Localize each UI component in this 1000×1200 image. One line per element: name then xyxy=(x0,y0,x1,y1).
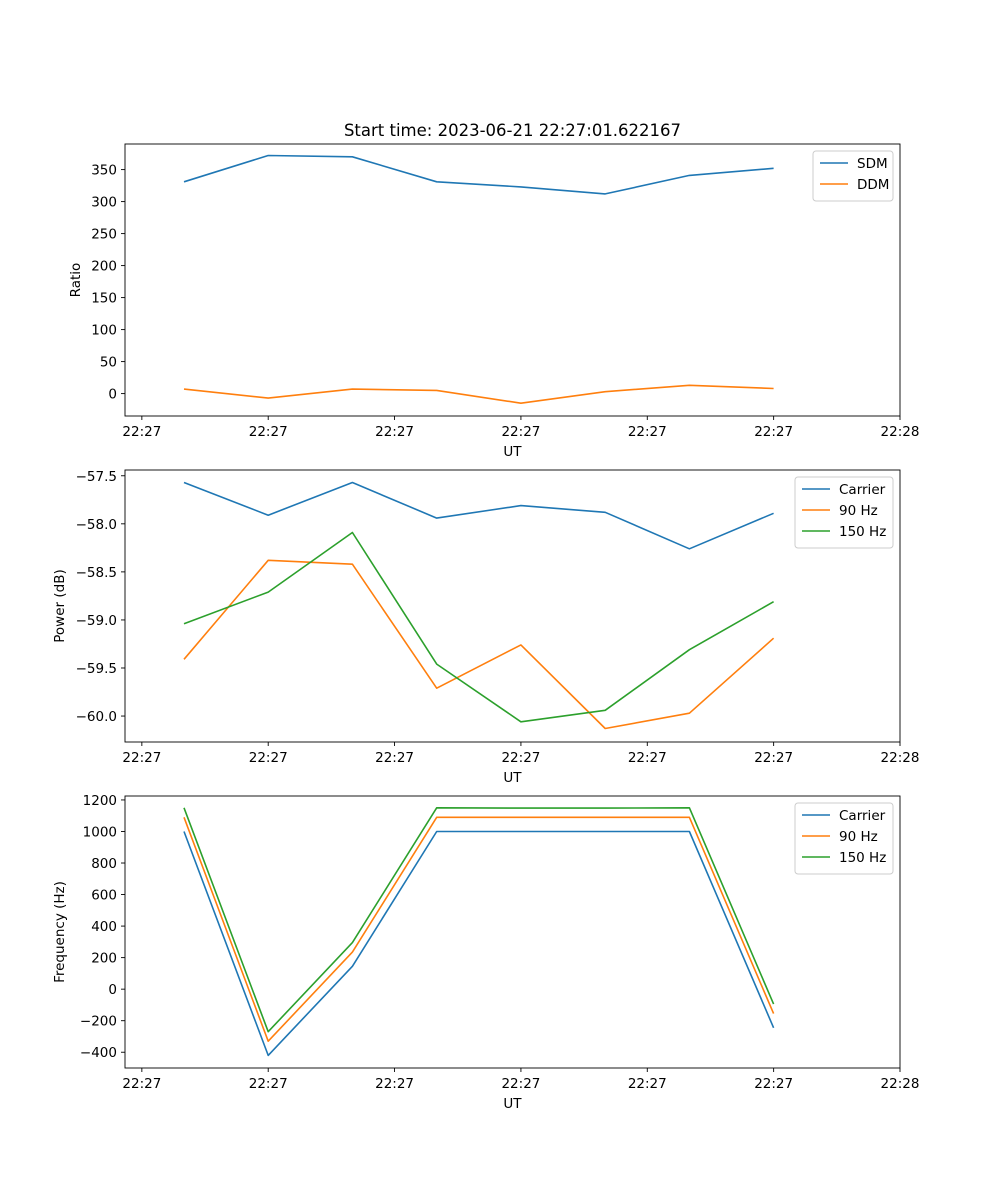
ratio-x-tick-label: 22:27 xyxy=(375,424,414,440)
frequency-x-tick-label: 22:27 xyxy=(122,1076,161,1092)
frequency-x-tick-label: 22:28 xyxy=(881,1076,920,1092)
power-x-tick-label: 22:27 xyxy=(628,750,667,766)
power-y-tick-label: −59.5 xyxy=(76,661,117,677)
power-series-carrier-line xyxy=(183,481,774,550)
ratio-axes-frame xyxy=(124,143,901,417)
power-x-tick-label: 22:27 xyxy=(754,750,793,766)
power-x-tick-label: 22:27 xyxy=(501,750,540,766)
power-x-tick-label: 22:27 xyxy=(375,750,414,766)
ratio-subplot: 22:27 22:27 22:27 22:27 22:27 22:27 22:28 0 50 10… xyxy=(68,143,920,460)
frequency-y-tick-label: −200 xyxy=(80,1014,117,1030)
frequency-x-tick-label: 22:27 xyxy=(754,1076,793,1092)
ratio-legend-label-ddm: DDM xyxy=(857,177,889,193)
power-x-tick-label: 22:27 xyxy=(249,750,288,766)
frequency-subplot: 22:27 22:27 22:27 22:27 22:27 22:27 22:28 −400 −… xyxy=(52,793,919,1112)
ratio-y-tick-label: 350 xyxy=(91,163,117,179)
ratio-y-axis-label: Ratio xyxy=(68,263,84,298)
frequency-series-carrier-line xyxy=(183,830,775,1057)
power-y-tick-label: −60.0 xyxy=(76,709,117,725)
ratio-x-tick-label: 22:27 xyxy=(122,424,161,440)
power-x-tick-label: 22:27 xyxy=(122,750,161,766)
frequency-x-tick-label: 22:27 xyxy=(501,1076,540,1092)
power-axes-frame xyxy=(124,469,901,743)
power-y-tick-label: −59.0 xyxy=(76,613,117,629)
frequency-series-90-hz-line xyxy=(183,816,775,1042)
frequency-y-tick-label: −400 xyxy=(80,1045,117,1061)
ratio-y-tick-label: 0 xyxy=(108,387,117,403)
frequency-x-axis-label: UT xyxy=(503,1096,522,1112)
frequency-legend-label-150-hz: 150 Hz xyxy=(839,850,886,866)
ratio-x-tick-label: 22:27 xyxy=(628,424,667,440)
frequency-y-tick-label: 200 xyxy=(91,951,117,967)
frequency-y-tick-label: 800 xyxy=(91,856,117,872)
power-y-tick-label: −58.5 xyxy=(76,565,117,581)
power-legend-label-carrier: Carrier xyxy=(839,482,886,498)
power-series-90-hz-line xyxy=(183,559,775,730)
ratio-x-tick-label: 22:27 xyxy=(501,424,540,440)
ratio-x-tick-label: 22:27 xyxy=(754,424,793,440)
power-legend-label-90-hz: 90 Hz xyxy=(839,503,878,519)
frequency-y-axis-label: Frequency (Hz) xyxy=(52,881,68,983)
frequency-series-150-hz-line xyxy=(183,806,775,1033)
power-y-axis-label: Power (dB) xyxy=(52,569,68,642)
ratio-y-tick-label: 200 xyxy=(91,259,117,275)
frequency-y-tick-label: 1200 xyxy=(83,793,117,809)
power-x-tick-label: 22:28 xyxy=(881,750,920,766)
power-legend-label-150-hz: 150 Hz xyxy=(839,524,886,540)
frequency-legend-label-carrier: Carrier xyxy=(839,808,886,824)
frequency-x-tick-label: 22:27 xyxy=(249,1076,288,1092)
frequency-x-tick-label: 22:27 xyxy=(628,1076,667,1092)
figure-title: Start time: 2023-06-21 22:27:01.622167 xyxy=(344,121,681,140)
ratio-x-tick-label: 22:27 xyxy=(249,424,288,440)
ratio-y-tick-label: 250 xyxy=(91,227,117,243)
ratio-series-sdm-line xyxy=(183,154,774,195)
ratio-legend-label-sdm: SDM xyxy=(857,156,888,172)
frequency-y-tick-label: 400 xyxy=(91,919,117,935)
power-subplot: 22:27 22:27 22:27 22:27 22:27 22:27 22:28 −60.0… xyxy=(52,469,919,786)
power-series-150-hz-line xyxy=(183,531,774,723)
ratio-series-ddm-line xyxy=(183,384,774,405)
frequency-legend-label-90-hz: 90 Hz xyxy=(839,829,878,845)
frequency-y-tick-label: 600 xyxy=(91,888,117,904)
frequency-axes-frame xyxy=(124,795,901,1069)
ratio-y-tick-label: 100 xyxy=(91,323,117,339)
frequency-y-tick-label: 1000 xyxy=(83,824,117,840)
ratio-y-tick-label: 300 xyxy=(91,195,117,211)
ratio-x-axis-label: UT xyxy=(503,444,522,460)
power-y-tick-label: −57.5 xyxy=(76,469,117,485)
power-x-axis-label: UT xyxy=(503,770,522,786)
ratio-x-tick-label: 22:28 xyxy=(881,424,920,440)
frequency-y-tick-label: 0 xyxy=(108,982,117,998)
ratio-y-tick-label: 150 xyxy=(91,291,117,307)
frequency-x-tick-label: 22:27 xyxy=(375,1076,414,1092)
ratio-y-tick-label: 50 xyxy=(100,355,117,371)
power-y-tick-label: −58.0 xyxy=(76,517,117,533)
